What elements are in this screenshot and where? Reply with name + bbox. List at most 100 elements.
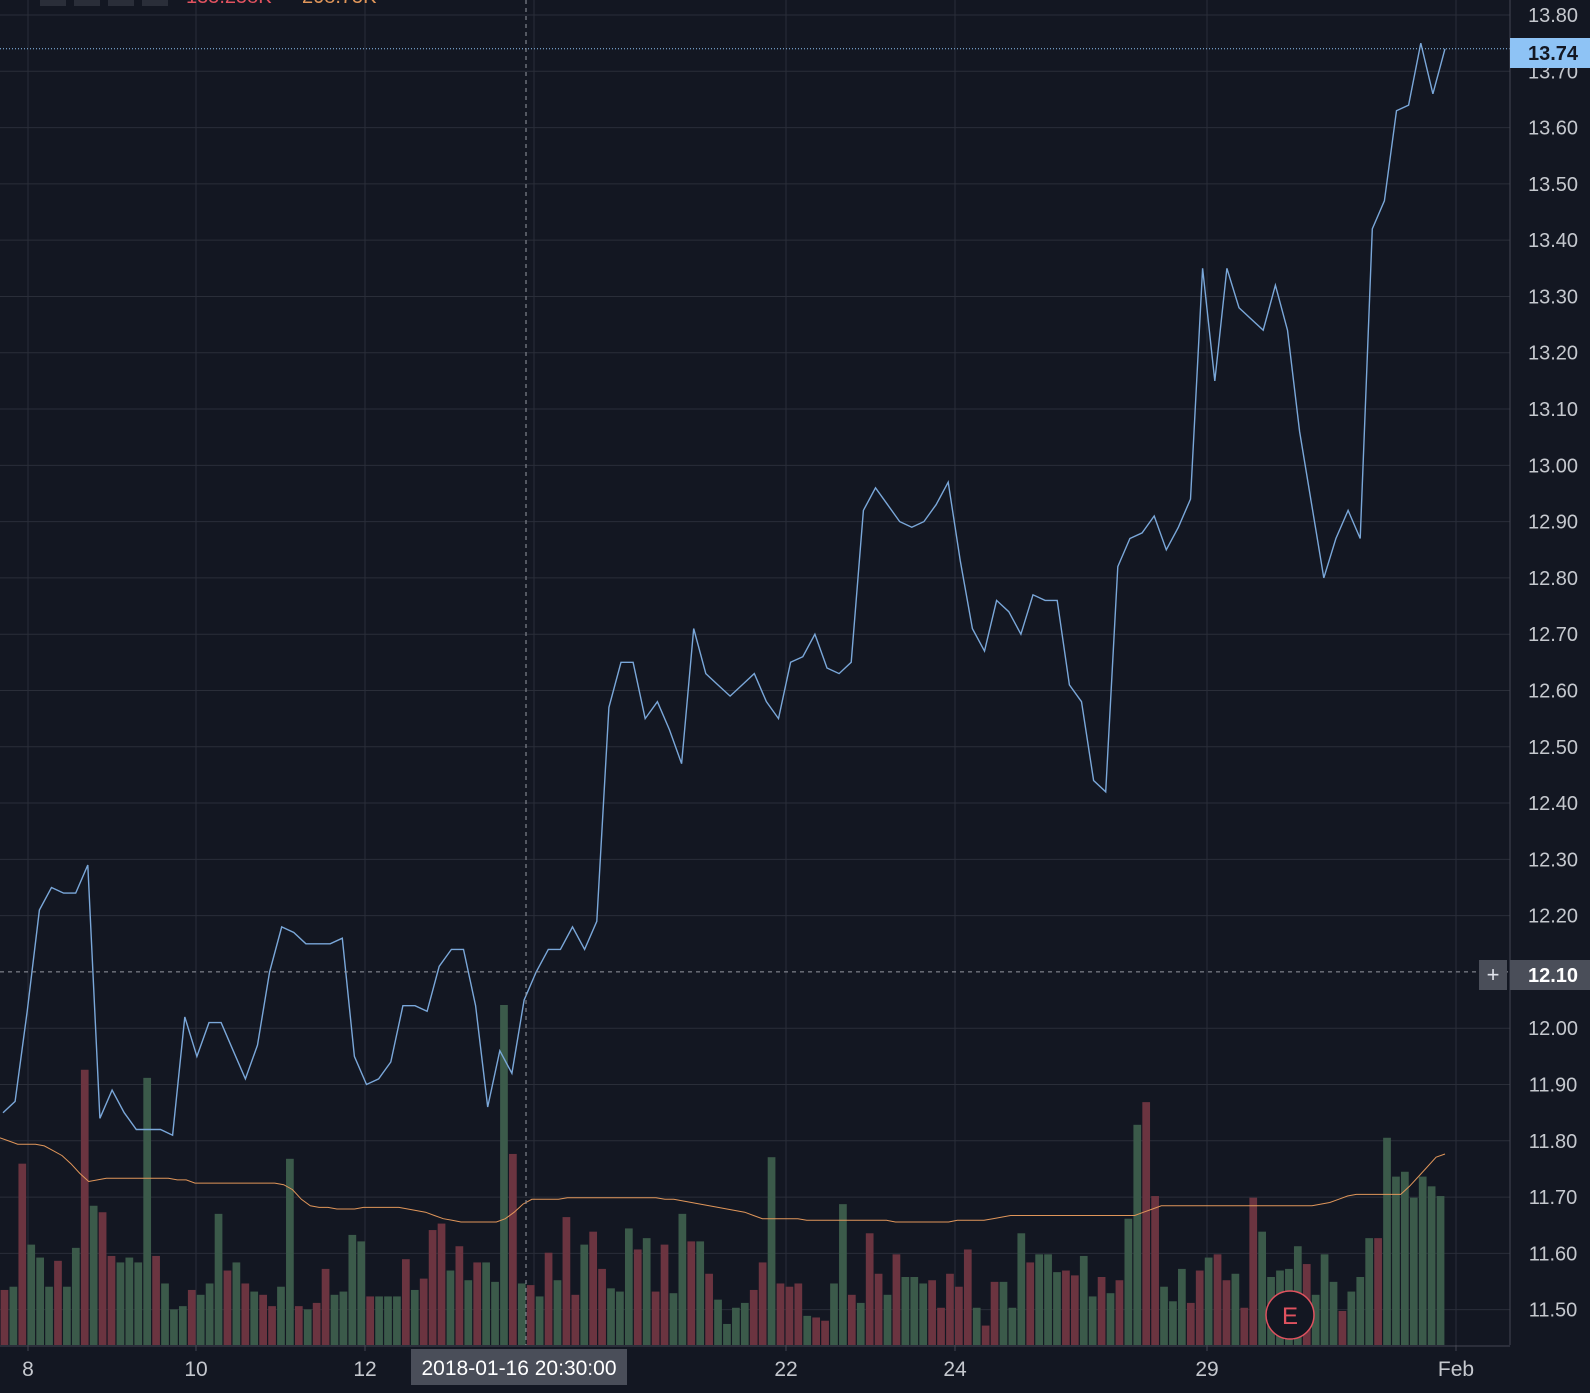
volume-bar bbox=[1213, 1254, 1222, 1345]
volume-bar bbox=[410, 1289, 419, 1345]
volume-bar bbox=[1008, 1307, 1017, 1345]
volume-bar bbox=[89, 1205, 98, 1345]
volume-bar bbox=[384, 1296, 392, 1345]
price-tick-label: 11.60 bbox=[1529, 1243, 1578, 1265]
volume-bar bbox=[1418, 1176, 1427, 1345]
volume-bar bbox=[277, 1286, 285, 1345]
volume-bar bbox=[357, 1241, 366, 1345]
volume-bar bbox=[1026, 1262, 1035, 1345]
volume-bar bbox=[767, 1157, 776, 1345]
volume-bar bbox=[830, 1283, 838, 1345]
volume-bar bbox=[714, 1299, 722, 1345]
price-tick-label: 13.00 bbox=[1528, 455, 1578, 477]
volume-bar bbox=[339, 1291, 348, 1345]
volume-bar bbox=[990, 1281, 999, 1345]
volume-bar bbox=[1035, 1254, 1044, 1345]
volume-bar bbox=[892, 1254, 901, 1345]
volume-bar bbox=[1088, 1296, 1097, 1345]
time-axis[interactable]: 8 10 12 22 24 29 Feb bbox=[22, 1345, 1474, 1381]
volume-bar bbox=[27, 1244, 36, 1345]
volume-bar bbox=[633, 1249, 642, 1345]
volume-bar bbox=[18, 1163, 27, 1345]
volume-bar bbox=[1401, 1171, 1409, 1345]
price-tick-label: 13.80 bbox=[1528, 5, 1578, 27]
volume-bar bbox=[196, 1294, 205, 1345]
volume-bar bbox=[1204, 1257, 1213, 1345]
volume-bar bbox=[919, 1283, 928, 1345]
volume-bar bbox=[0, 1289, 9, 1345]
volume-bar bbox=[963, 1249, 972, 1345]
volume-bar bbox=[1347, 1291, 1356, 1345]
volume-bar bbox=[1392, 1176, 1400, 1345]
volume-bar bbox=[1186, 1302, 1195, 1345]
volume-bar bbox=[1169, 1301, 1177, 1345]
legend-button-3[interactable] bbox=[108, 0, 134, 6]
volume-bar bbox=[1320, 1254, 1329, 1345]
volume-bar bbox=[446, 1270, 455, 1345]
volume-bar bbox=[1240, 1307, 1249, 1345]
volume-bar bbox=[732, 1307, 740, 1345]
volume-bar bbox=[500, 1005, 508, 1345]
volume-bar bbox=[580, 1244, 589, 1345]
volume-bar bbox=[1258, 1231, 1267, 1345]
volume-bar bbox=[946, 1273, 954, 1345]
volume-bar bbox=[1079, 1255, 1088, 1345]
legend-button-2[interactable] bbox=[74, 0, 100, 6]
volume-bar bbox=[366, 1296, 375, 1345]
volume-bar bbox=[1436, 1196, 1445, 1345]
current-price-badge: 13.74 bbox=[1510, 38, 1590, 68]
volume-bar bbox=[937, 1307, 945, 1345]
price-tick-label: 13.20 bbox=[1528, 343, 1578, 365]
crosshair-time-badge: 2018-01-16 20:30:00 bbox=[411, 1349, 627, 1385]
volume-bar bbox=[758, 1262, 767, 1345]
volume-bar bbox=[63, 1286, 71, 1345]
volume-bar bbox=[723, 1323, 731, 1345]
time-tick-label: 10 bbox=[184, 1358, 207, 1381]
price-line bbox=[2, 42, 1446, 1137]
volume-bar bbox=[1329, 1281, 1338, 1345]
volume-bar bbox=[1427, 1186, 1436, 1345]
price-tick-label: 12.30 bbox=[1528, 849, 1578, 871]
time-tick-label: Feb bbox=[1438, 1358, 1474, 1381]
volume-bar bbox=[419, 1278, 428, 1345]
volume-bar bbox=[1070, 1275, 1079, 1345]
volume-bar bbox=[45, 1286, 53, 1345]
legend-button-4[interactable] bbox=[142, 0, 168, 6]
time-tick-label: 12 bbox=[353, 1358, 376, 1381]
volume-bar bbox=[187, 1289, 196, 1345]
crosshair-time-label: 2018-01-16 20:30:00 bbox=[422, 1357, 617, 1380]
volume-bar bbox=[491, 1281, 499, 1345]
volume-bar bbox=[535, 1296, 544, 1345]
crosshair-add-button[interactable] bbox=[1479, 960, 1507, 990]
volume-bar bbox=[1106, 1293, 1115, 1345]
volume-bar bbox=[589, 1231, 598, 1345]
price-tick-label: 12.50 bbox=[1528, 737, 1578, 759]
price-axis[interactable]: 13.8013.7013.6013.5013.4013.3013.2013.10… bbox=[1528, 5, 1578, 1322]
volume-bar bbox=[544, 1252, 553, 1345]
volume-bar bbox=[455, 1246, 464, 1345]
legend-button-1[interactable] bbox=[40, 0, 66, 6]
volume-bar bbox=[375, 1296, 383, 1345]
crosshair-price-label: 12.10 bbox=[1528, 965, 1578, 987]
legend-volume-value: 135.258K bbox=[186, 0, 272, 8]
volume-bar bbox=[1311, 1294, 1320, 1345]
volume-bar bbox=[348, 1234, 357, 1345]
earnings-icon[interactable] bbox=[1265, 1290, 1315, 1340]
price-tick-label: 12.20 bbox=[1528, 906, 1578, 928]
volume-bar bbox=[98, 1212, 107, 1345]
volume-bar bbox=[598, 1268, 606, 1345]
volume-bar bbox=[286, 1158, 294, 1345]
volume-bar bbox=[910, 1277, 919, 1345]
volume-bar bbox=[134, 1262, 143, 1345]
volume-bar bbox=[616, 1291, 624, 1345]
volume-bar bbox=[303, 1309, 312, 1345]
volume-bar bbox=[241, 1283, 250, 1345]
volume-bar bbox=[972, 1307, 981, 1345]
volume-bar bbox=[1231, 1273, 1240, 1345]
volume-bar bbox=[1195, 1270, 1204, 1345]
volume-bar bbox=[259, 1294, 267, 1345]
volume-bar bbox=[821, 1320, 829, 1345]
earnings-marker[interactable]: E bbox=[1265, 1290, 1315, 1340]
